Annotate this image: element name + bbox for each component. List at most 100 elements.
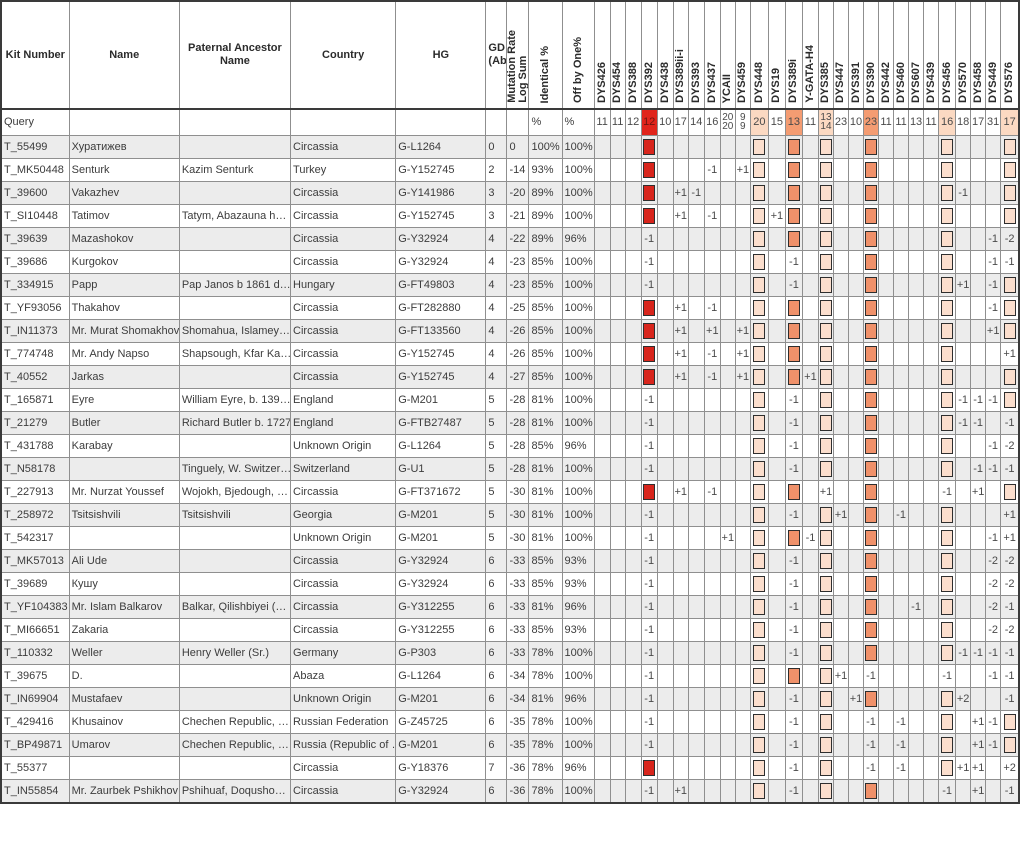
marker-cell-dys458 xyxy=(970,226,987,251)
marker-cell-dys460: -1 xyxy=(893,709,910,734)
column-header-label: DYS389ii-i xyxy=(674,49,687,103)
red-mutation-block xyxy=(643,368,656,385)
red-mutation-block xyxy=(643,184,656,201)
marker-cell-dys19 xyxy=(767,318,786,343)
marker-cell-dys447 xyxy=(832,341,850,366)
marker-cell-dys570: -1 xyxy=(955,410,972,435)
marker-cell-dys389ii-i xyxy=(672,410,689,435)
marker-cell-dys447 xyxy=(832,479,850,504)
match-row: T_55377 Circassia G-Y18376 7 -36 78% 96% -1 -1 -1… xyxy=(0,755,1020,780)
marker-cell-dys385 xyxy=(817,640,834,665)
marker-cell-dys460 xyxy=(893,571,910,596)
paternal-ancestor-cell: Tsitsishvili xyxy=(178,502,292,527)
country-cell: Hungary xyxy=(290,272,397,297)
kit-number-cell: T_YF93056 xyxy=(0,295,70,320)
marker-cell-dys390 xyxy=(863,594,880,619)
salmon-mutation-block xyxy=(865,598,878,615)
marker-cell-dys389ii-i: +1 xyxy=(672,180,689,205)
marker-cell-dys388 xyxy=(624,134,642,159)
marker-cell-dys389i xyxy=(784,318,803,343)
query-marker-dys454: 11 xyxy=(609,108,626,136)
mutation-rate-log-sum-cell: -35 xyxy=(506,709,530,734)
column-header-label: Y-GATA-H4 xyxy=(803,45,816,103)
marker-cell-dys389ii-i: +1 xyxy=(672,364,689,389)
marker-cell-y-gata-h4: -1 xyxy=(801,525,819,550)
salmon-mutation-block xyxy=(787,529,800,546)
marker-cell-dys459 xyxy=(734,295,751,320)
marker-cell-dys19 xyxy=(767,157,786,182)
marker-cell-ycaii xyxy=(719,548,736,573)
column-header-gd-abs: GD (Abs) xyxy=(485,0,508,110)
marker-cell-dys456: -1 xyxy=(938,479,957,504)
marker-cell-dys447 xyxy=(832,203,850,228)
marker-cell-dys448 xyxy=(749,364,769,389)
genetic-distance-cell: 7 xyxy=(485,755,508,780)
salmon-mutation-block xyxy=(865,506,878,523)
marker-cell-dys389i xyxy=(784,525,803,550)
match-row: T_429416 Khusainov Chechen Republic, … Russ… xyxy=(0,709,1020,734)
pink-mutation-block xyxy=(753,322,766,339)
marker-cell-dys437 xyxy=(703,663,721,688)
marker-cell-dys449 xyxy=(985,502,1002,527)
marker-cell-dys460: -1 xyxy=(893,502,910,527)
marker-cell-dys459 xyxy=(734,686,751,711)
marker-cell-dys449 xyxy=(985,341,1002,366)
marker-cell-dys442 xyxy=(878,387,895,412)
match-row: T_SI10448 Tatimov Tatym, Abazauna h… Circas… xyxy=(0,203,1020,228)
off-by-one-percent-cell: 100% xyxy=(561,180,595,205)
marker-cell-dys437 xyxy=(703,134,721,159)
match-row: T_165871 Eyre William Eyre, b. 139… England… xyxy=(0,387,1020,412)
country-cell: Circassia xyxy=(290,594,397,619)
marker-cell-dys389i: -1 xyxy=(784,456,803,481)
country-cell: Germany xyxy=(290,640,397,665)
marker-cell-dys460 xyxy=(893,387,910,412)
marker-cell-dys460 xyxy=(893,295,910,320)
marker-cell-dys576: -1 xyxy=(1000,640,1020,665)
marker-cell-dys442 xyxy=(878,433,895,458)
pink-mutation-block xyxy=(819,667,832,684)
marker-cell-dys389i xyxy=(784,134,803,159)
marker-cell-dys454 xyxy=(609,479,626,504)
marker-cell-ycaii xyxy=(719,387,736,412)
marker-cell-dys456 xyxy=(938,364,957,389)
marker-cell-dys389i xyxy=(784,295,803,320)
off-by-one-percent-cell: 96% xyxy=(561,686,595,711)
mutation-rate-log-sum-cell: -14 xyxy=(506,157,530,182)
marker-cell-dys448 xyxy=(749,617,769,642)
marker-cell-dys389ii-i xyxy=(672,249,689,274)
marker-cell-dys388 xyxy=(624,180,642,205)
marker-cell-dys576: -1 xyxy=(1000,663,1020,688)
marker-cell-dys385 xyxy=(817,709,834,734)
identical-percent-cell: 81% xyxy=(528,479,563,504)
marker-cell-dys442 xyxy=(878,272,895,297)
match-row: T_334915 Papp Pap Janos b 1861 d… Hungary G-… xyxy=(0,272,1020,297)
marker-cell-dys391 xyxy=(847,709,865,734)
marker-cell-dys389i xyxy=(784,479,803,504)
marker-cell-dys385 xyxy=(817,364,834,389)
marker-cell-dys454 xyxy=(609,203,626,228)
haplogroup-cell: G-Y32924 xyxy=(395,226,487,251)
off-by-one-percent-cell: 96% xyxy=(561,755,595,780)
paternal-ancestor-cell xyxy=(178,295,292,320)
marker-cell-dys449: -1 xyxy=(985,525,1002,550)
marker-cell-dys389ii-i: +1 xyxy=(672,479,689,504)
query-name-cell xyxy=(68,108,180,136)
name-cell: Ali Ude xyxy=(68,548,180,573)
name-cell: Хуратижев xyxy=(68,134,180,159)
marker-cell-dys388 xyxy=(624,778,642,803)
column-header-label: DYS456 xyxy=(940,62,953,103)
marker-cell-dys385 xyxy=(817,525,834,550)
marker-cell-dys456 xyxy=(938,640,957,665)
marker-cell-dys607 xyxy=(908,157,925,182)
paternal-ancestor-cell: Pshihuaf, Doqusho… xyxy=(178,778,292,803)
marker-cell-dys392: -1 xyxy=(640,502,658,527)
red-mutation-block xyxy=(643,207,656,224)
identical-percent-cell: 81% xyxy=(528,502,563,527)
country-cell: Unknown Origin xyxy=(290,686,397,711)
country-cell: England xyxy=(290,410,397,435)
query-identical-cell: % xyxy=(528,108,563,136)
marker-cell-dys576 xyxy=(1000,203,1020,228)
marker-cell-dys460 xyxy=(893,180,910,205)
query-marker-dys576: 17 xyxy=(1000,108,1020,136)
marker-cell-dys447 xyxy=(832,180,850,205)
